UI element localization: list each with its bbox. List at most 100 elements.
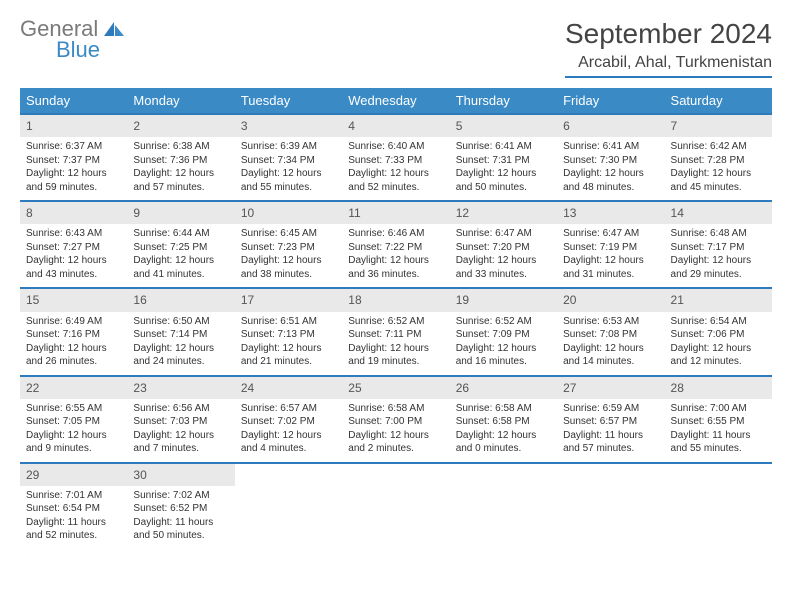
calendar-day-cell: 26Sunrise: 6:58 AMSunset: 6:58 PMDayligh… (450, 377, 557, 462)
day-number: 10 (235, 202, 342, 224)
sunset-text: Sunset: 7:22 PM (348, 241, 443, 255)
calendar-day-cell: 24Sunrise: 6:57 AMSunset: 7:02 PMDayligh… (235, 377, 342, 462)
calendar-day-cell: 19Sunrise: 6:52 AMSunset: 7:09 PMDayligh… (450, 289, 557, 374)
sunset-text: Sunset: 7:08 PM (563, 328, 658, 342)
day-details: Sunrise: 6:42 AMSunset: 7:28 PMDaylight:… (665, 137, 772, 200)
day-number: 11 (342, 202, 449, 224)
sunrise-text: Sunrise: 6:50 AM (133, 315, 228, 329)
day-details: Sunrise: 6:41 AMSunset: 7:31 PMDaylight:… (450, 137, 557, 200)
daylight-text: Daylight: 12 hours and 24 minutes. (133, 342, 228, 369)
sunrise-text: Sunrise: 7:02 AM (133, 489, 228, 503)
daylight-text: Daylight: 12 hours and 33 minutes. (456, 254, 551, 281)
sunrise-text: Sunrise: 6:47 AM (563, 227, 658, 241)
day-number: 3 (235, 115, 342, 137)
day-number: 28 (665, 377, 772, 399)
day-details: Sunrise: 6:58 AMSunset: 6:58 PMDaylight:… (450, 399, 557, 462)
calendar-day-cell: 1Sunrise: 6:37 AMSunset: 7:37 PMDaylight… (20, 115, 127, 200)
daylight-text: Daylight: 12 hours and 45 minutes. (671, 167, 766, 194)
sunset-text: Sunset: 7:00 PM (348, 415, 443, 429)
calendar-day-cell: 22Sunrise: 6:55 AMSunset: 7:05 PMDayligh… (20, 377, 127, 462)
sunset-text: Sunset: 7:03 PM (133, 415, 228, 429)
calendar-day-cell: 2Sunrise: 6:38 AMSunset: 7:36 PMDaylight… (127, 115, 234, 200)
sunrise-text: Sunrise: 6:58 AM (456, 402, 551, 416)
daylight-text: Daylight: 11 hours and 50 minutes. (133, 516, 228, 543)
sunset-text: Sunset: 6:58 PM (456, 415, 551, 429)
day-details: Sunrise: 6:55 AMSunset: 7:05 PMDaylight:… (20, 399, 127, 462)
day-details: Sunrise: 6:56 AMSunset: 7:03 PMDaylight:… (127, 399, 234, 462)
sunrise-text: Sunrise: 6:54 AM (671, 315, 766, 329)
day-details: Sunrise: 6:54 AMSunset: 7:06 PMDaylight:… (665, 312, 772, 375)
day-details: Sunrise: 6:37 AMSunset: 7:37 PMDaylight:… (20, 137, 127, 200)
calendar-day-cell: 20Sunrise: 6:53 AMSunset: 7:08 PMDayligh… (557, 289, 664, 374)
calendar-day-cell: 18Sunrise: 6:52 AMSunset: 7:11 PMDayligh… (342, 289, 449, 374)
daylight-text: Daylight: 12 hours and 31 minutes. (563, 254, 658, 281)
day-number: 19 (450, 289, 557, 311)
day-details: Sunrise: 6:47 AMSunset: 7:20 PMDaylight:… (450, 224, 557, 287)
daylight-text: Daylight: 12 hours and 21 minutes. (241, 342, 336, 369)
day-number: 24 (235, 377, 342, 399)
sunset-text: Sunset: 7:30 PM (563, 154, 658, 168)
day-number: 4 (342, 115, 449, 137)
sunset-text: Sunset: 7:11 PM (348, 328, 443, 342)
calendar-day-cell: 12Sunrise: 6:47 AMSunset: 7:20 PMDayligh… (450, 202, 557, 287)
daylight-text: Daylight: 12 hours and 36 minutes. (348, 254, 443, 281)
calendar-day-cell: 6Sunrise: 6:41 AMSunset: 7:30 PMDaylight… (557, 115, 664, 200)
calendar-day-cell: 7Sunrise: 6:42 AMSunset: 7:28 PMDaylight… (665, 115, 772, 200)
daylight-text: Daylight: 12 hours and 9 minutes. (26, 429, 121, 456)
day-number: 13 (557, 202, 664, 224)
calendar-day-cell: 4Sunrise: 6:40 AMSunset: 7:33 PMDaylight… (342, 115, 449, 200)
sunrise-text: Sunrise: 6:41 AM (456, 140, 551, 154)
sunrise-text: Sunrise: 6:40 AM (348, 140, 443, 154)
day-details: Sunrise: 6:40 AMSunset: 7:33 PMDaylight:… (342, 137, 449, 200)
weekday-header: Friday (557, 88, 664, 113)
daylight-text: Daylight: 12 hours and 19 minutes. (348, 342, 443, 369)
sunrise-text: Sunrise: 6:51 AM (241, 315, 336, 329)
sunrise-text: Sunrise: 6:49 AM (26, 315, 121, 329)
sunset-text: Sunset: 7:25 PM (133, 241, 228, 255)
day-number: 27 (557, 377, 664, 399)
sunset-text: Sunset: 7:34 PM (241, 154, 336, 168)
sunrise-text: Sunrise: 6:43 AM (26, 227, 121, 241)
day-number: 17 (235, 289, 342, 311)
day-number: 25 (342, 377, 449, 399)
day-number: 23 (127, 377, 234, 399)
day-number: 21 (665, 289, 772, 311)
day-details: Sunrise: 6:45 AMSunset: 7:23 PMDaylight:… (235, 224, 342, 287)
daylight-text: Daylight: 12 hours and 12 minutes. (671, 342, 766, 369)
day-details: Sunrise: 6:38 AMSunset: 7:36 PMDaylight:… (127, 137, 234, 200)
calendar: Sunday Monday Tuesday Wednesday Thursday… (20, 88, 772, 549)
day-number: 30 (127, 464, 234, 486)
daylight-text: Daylight: 12 hours and 50 minutes. (456, 167, 551, 194)
sunset-text: Sunset: 7:16 PM (26, 328, 121, 342)
weekday-header: Wednesday (342, 88, 449, 113)
day-details: Sunrise: 6:43 AMSunset: 7:27 PMDaylight:… (20, 224, 127, 287)
weekday-header: Saturday (665, 88, 772, 113)
sunrise-text: Sunrise: 6:39 AM (241, 140, 336, 154)
calendar-day-cell: 23Sunrise: 6:56 AMSunset: 7:03 PMDayligh… (127, 377, 234, 462)
day-number: 16 (127, 289, 234, 311)
sunset-text: Sunset: 7:20 PM (456, 241, 551, 255)
daylight-text: Daylight: 12 hours and 2 minutes. (348, 429, 443, 456)
day-number: 12 (450, 202, 557, 224)
day-details: Sunrise: 6:58 AMSunset: 7:00 PMDaylight:… (342, 399, 449, 462)
day-number: 2 (127, 115, 234, 137)
calendar-body: 1Sunrise: 6:37 AMSunset: 7:37 PMDaylight… (20, 113, 772, 549)
sunset-text: Sunset: 7:14 PM (133, 328, 228, 342)
day-details: Sunrise: 6:47 AMSunset: 7:19 PMDaylight:… (557, 224, 664, 287)
sunset-text: Sunset: 7:31 PM (456, 154, 551, 168)
logo-sail-icon (104, 22, 126, 36)
sunrise-text: Sunrise: 6:52 AM (348, 315, 443, 329)
calendar-day-cell: 29Sunrise: 7:01 AMSunset: 6:54 PMDayligh… (20, 464, 127, 549)
weekday-header: Tuesday (235, 88, 342, 113)
calendar-day-cell: 3Sunrise: 6:39 AMSunset: 7:34 PMDaylight… (235, 115, 342, 200)
day-number: 9 (127, 202, 234, 224)
calendar-day-cell: 13Sunrise: 6:47 AMSunset: 7:19 PMDayligh… (557, 202, 664, 287)
calendar-day-cell: 5Sunrise: 6:41 AMSunset: 7:31 PMDaylight… (450, 115, 557, 200)
sunset-text: Sunset: 7:27 PM (26, 241, 121, 255)
daylight-text: Daylight: 12 hours and 7 minutes. (133, 429, 228, 456)
daylight-text: Daylight: 12 hours and 38 minutes. (241, 254, 336, 281)
sunset-text: Sunset: 6:54 PM (26, 502, 121, 516)
day-details: Sunrise: 6:49 AMSunset: 7:16 PMDaylight:… (20, 312, 127, 375)
sunrise-text: Sunrise: 6:52 AM (456, 315, 551, 329)
sunrise-text: Sunrise: 6:53 AM (563, 315, 658, 329)
